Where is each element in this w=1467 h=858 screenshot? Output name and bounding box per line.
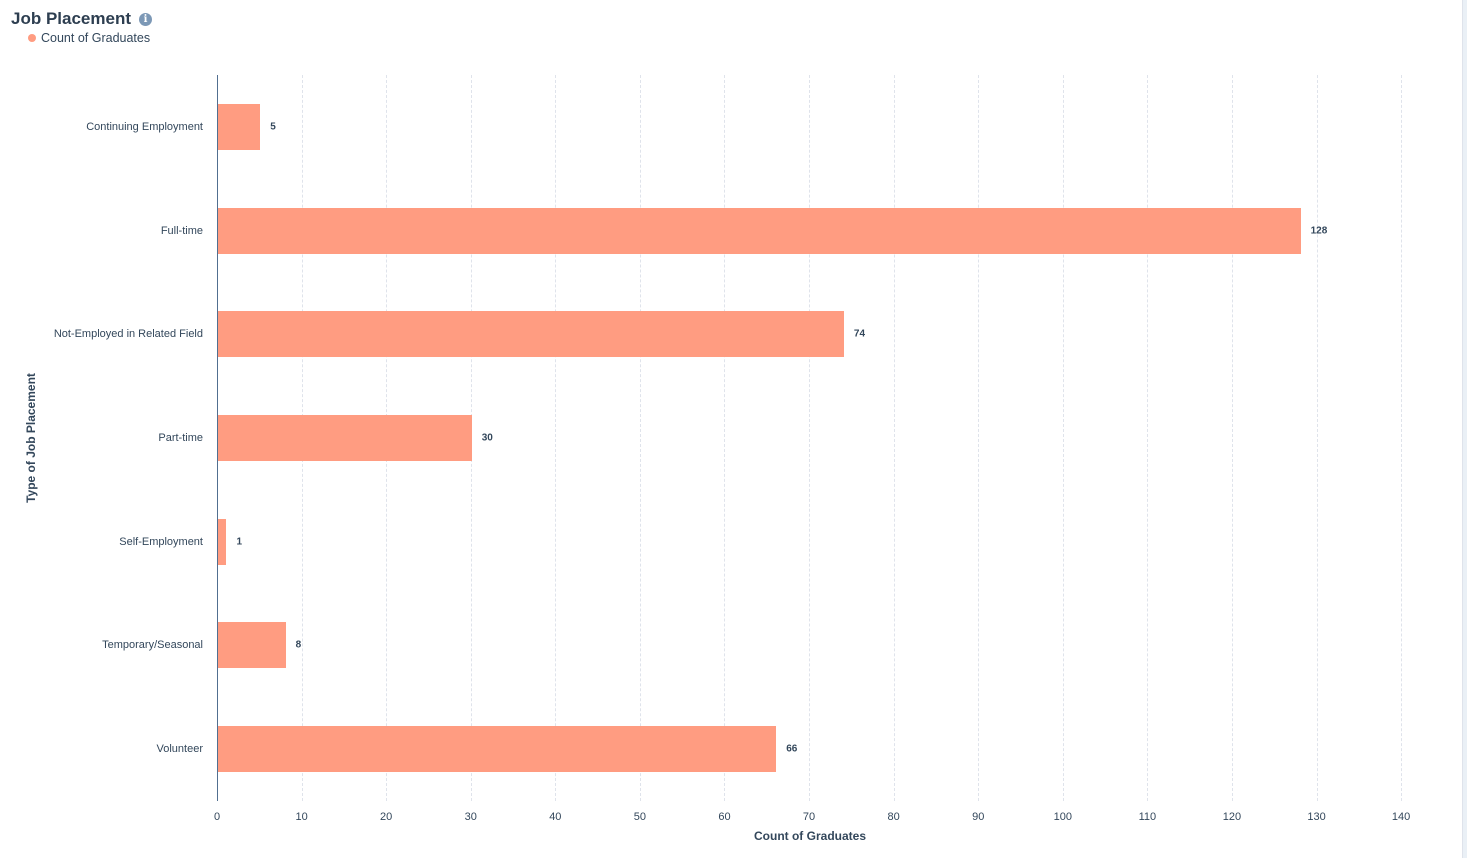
gridline — [724, 75, 726, 801]
x-axis-tick-label: 60 — [718, 811, 731, 823]
x-axis-tick-label: 30 — [464, 811, 477, 823]
bar[interactable] — [218, 103, 261, 150]
x-axis-tick-label: 130 — [1307, 811, 1326, 823]
gridline — [893, 75, 895, 801]
chart-title: Job Placement i — [11, 9, 152, 29]
x-axis-tick-label: 50 — [633, 811, 647, 823]
gridline — [809, 75, 811, 801]
x-axis-tick-label: 40 — [549, 811, 562, 823]
scrollbar-track[interactable] — [1462, 0, 1467, 858]
bar[interactable] — [218, 207, 1301, 254]
gridline — [639, 75, 641, 801]
info-icon[interactable]: i — [139, 12, 152, 26]
x-axis-tick-label: 20 — [380, 811, 393, 823]
y-axis-category-label: Temporary/Seasonal — [102, 639, 203, 652]
bar[interactable] — [218, 726, 777, 773]
legend: Count of Graduates — [28, 31, 150, 45]
y-axis-title: Type of Job Placement — [24, 373, 38, 503]
x-axis-tick-label: 110 — [1138, 811, 1157, 823]
y-axis-category-label: Self-Employment — [119, 535, 203, 548]
gridline — [1231, 75, 1233, 801]
y-axis-category-label: Volunteer — [156, 743, 203, 756]
x-axis-tick-label: 70 — [802, 811, 816, 823]
bar-value-label: 128 — [1310, 225, 1328, 237]
gridline — [555, 75, 557, 801]
gridline — [978, 75, 980, 801]
x-axis-tick-label: 120 — [1222, 811, 1242, 823]
bar-value-label: 8 — [295, 639, 302, 651]
gridline — [1401, 75, 1403, 801]
y-axis-category-label: Part-time — [158, 432, 203, 444]
y-axis-category-label: Full-time — [160, 224, 203, 237]
bar[interactable] — [218, 518, 227, 565]
chart-title-text: Job Placement — [11, 9, 131, 28]
bar-value-label: 66 — [786, 743, 798, 755]
gridline — [1062, 75, 1064, 801]
gridline — [1316, 75, 1318, 801]
gridline — [1147, 75, 1149, 801]
y-axis-category-label: Continuing Employment — [86, 120, 203, 133]
bar-value-label: 1 — [236, 536, 243, 548]
bar[interactable] — [218, 622, 286, 669]
bar-value-label: 30 — [481, 432, 493, 444]
x-axis-tick-label: 80 — [887, 811, 900, 823]
y-axis-category-label: Not-Employed in Related Field — [53, 328, 203, 341]
x-axis-tick-label: 10 — [295, 811, 308, 823]
bar-value-label: 74 — [853, 328, 866, 340]
legend-swatch — [28, 34, 36, 42]
y-axis-line — [217, 75, 218, 801]
x-axis-tick-label: 140 — [1391, 811, 1411, 823]
x-axis-tick-label: 100 — [1053, 811, 1072, 823]
plot-area: 5 128 74 30 1 8 66 — [217, 75, 1417, 801]
x-axis-tick-label: 90 — [972, 811, 985, 823]
x-axis-title: Count of Graduates — [753, 829, 867, 843]
bar-value-label: 5 — [270, 121, 276, 133]
bar[interactable] — [218, 415, 472, 461]
bar[interactable] — [218, 311, 844, 358]
x-axis-tick-label: 0 — [213, 811, 221, 823]
legend-label[interactable]: Count of Graduates — [41, 31, 151, 45]
